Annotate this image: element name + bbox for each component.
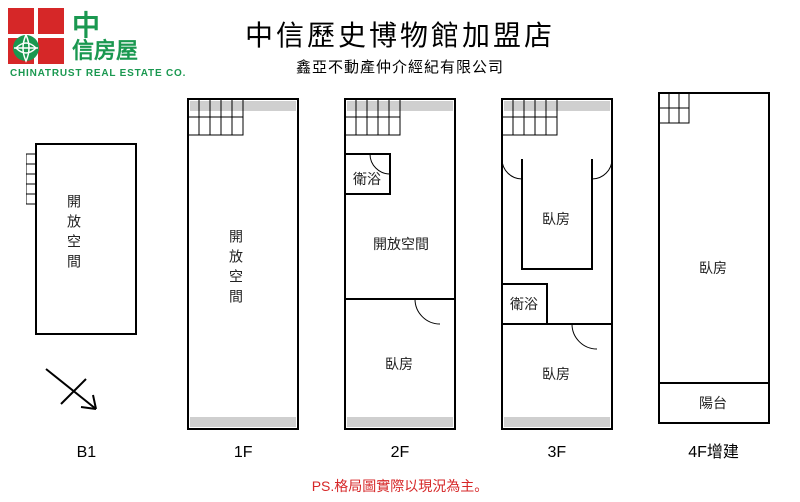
stairs-icon: [26, 154, 36, 204]
plan-3f: 臥房 衛浴 臥房 3F: [497, 94, 617, 462]
page-subtitle: 鑫亞不動產仲介經紀有限公司: [296, 56, 504, 77]
room-label: 臥房: [542, 211, 570, 227]
plan-1f: 開放空間 1F: [183, 94, 303, 462]
floor-label: 3F: [547, 444, 566, 462]
room-label: 開放空間: [373, 236, 429, 252]
stairs-icon: [659, 93, 689, 123]
logo-text-cn: 中 信房屋: [72, 12, 138, 62]
plan-2f: 衛浴 開放空間 臥房 2F: [340, 94, 460, 462]
floor-plans-row: 開放空間 B1: [0, 88, 800, 462]
logo-cn-line1: 中: [72, 12, 138, 40]
floor-label: 2F: [391, 444, 410, 462]
logo-cn-line2: 信房屋: [72, 40, 138, 62]
plan-4f: 臥房 陽台 4F增建: [654, 88, 774, 462]
company-logo: 中 信房屋: [8, 8, 138, 66]
room-label: 陽台: [699, 395, 727, 411]
compass-icon: [46, 369, 96, 409]
room-label: 開放空間: [228, 229, 244, 309]
room-label: 衛浴: [510, 296, 538, 312]
room-label: 臥房: [699, 260, 727, 276]
floor-label: 1F: [234, 444, 253, 462]
logo-mark-icon: [8, 8, 66, 66]
room-label: 衛浴: [353, 171, 381, 187]
room-label: 臥房: [542, 366, 570, 382]
floor-label: B1: [77, 444, 97, 462]
plan-b1: 開放空間 B1: [26, 104, 146, 462]
footer-note: PS.格局圖實際以現況為主。: [312, 476, 489, 496]
room-label: 臥房: [385, 356, 413, 372]
floor-label: 4F增建: [688, 438, 739, 462]
logo-en-subtitle: CHINATRUST REAL ESTATE CO.: [10, 68, 186, 79]
room-label: 開放空間: [66, 194, 82, 274]
page-title: 中信歷史博物館加盟店: [245, 14, 555, 54]
